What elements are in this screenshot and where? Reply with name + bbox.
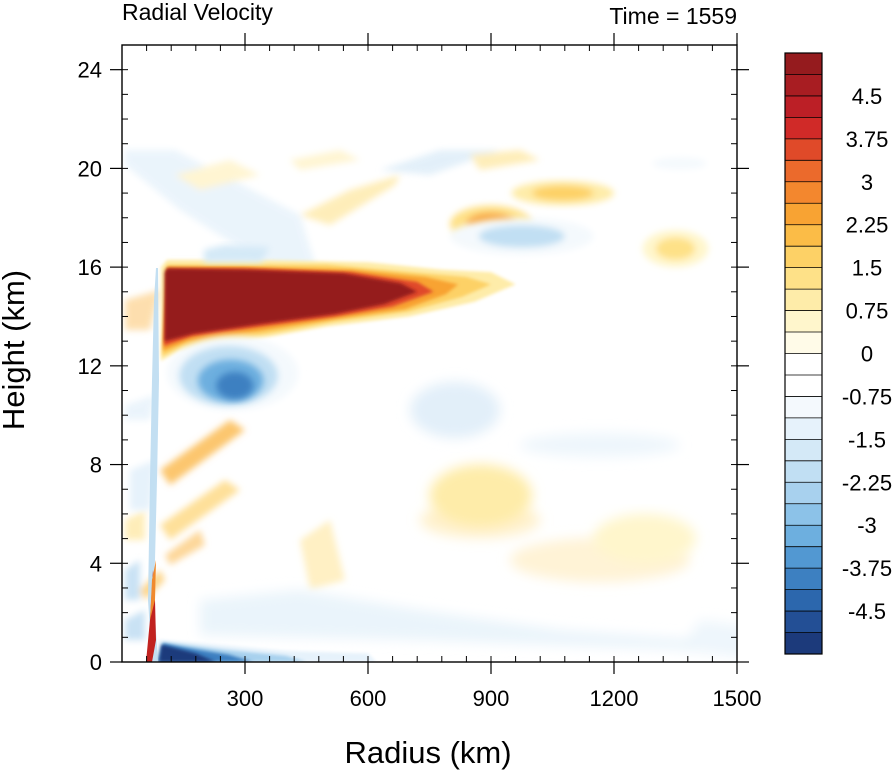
inflow-contour	[216, 372, 254, 400]
colorbar-swatch	[785, 525, 822, 547]
colorbar-swatch	[785, 160, 822, 183]
x-tick-label: 1200	[590, 686, 639, 711]
x-axis: 300 600 900 1200 1500	[146, 33, 762, 711]
colorbar-swatch	[785, 417, 822, 440]
upper-band	[634, 153, 725, 174]
colorbar-label: -0.75	[842, 384, 892, 409]
outflow-contour	[164, 268, 418, 342]
band-core	[655, 237, 696, 260]
colorbar-swatch	[785, 632, 822, 655]
colorbar-label: 0.75	[846, 299, 889, 324]
x-tick-label: 900	[473, 686, 510, 711]
colorbar-label: -2.25	[842, 470, 892, 495]
y-tick-label: 24	[78, 58, 102, 83]
y-axis: 0 4 8 12 16 20 24	[78, 58, 749, 675]
colorbar-label: 3.75	[846, 127, 889, 152]
colorbar-swatch	[785, 246, 822, 268]
colorbar-swatch	[785, 117, 822, 140]
upper-band	[642, 230, 709, 268]
y-tick-label: 16	[78, 255, 102, 280]
colorbar-swatch	[785, 181, 822, 204]
x-tick-label: 300	[227, 686, 264, 711]
colorbar-label: 0	[861, 342, 873, 367]
colorbar-label: -1.5	[848, 427, 886, 452]
colorbar-swatch	[785, 138, 822, 161]
upper-band	[511, 180, 614, 206]
x-tick-label: 1500	[713, 686, 762, 711]
colorbar-swatch	[785, 95, 822, 118]
colorbar-swatch	[785, 74, 822, 97]
colorbar-swatch	[785, 53, 822, 75]
upper-inflow-contour	[204, 244, 270, 263]
colorbar-swatch	[785, 332, 822, 354]
colorbar-swatch	[785, 460, 822, 483]
x-tick-label: 600	[350, 686, 387, 711]
weak-outflow	[429, 464, 532, 527]
upper-band	[450, 217, 594, 255]
colorbar-swatch	[785, 267, 822, 290]
colorbar: 4.5 3.75 3 2.25 1.5 0.75 0 -0.75 -1.5 -2.25 -3 -3.7…	[784, 52, 892, 655]
x-axis-label: Radius (km)	[344, 735, 511, 770]
y-tick-label: 4	[90, 551, 102, 576]
colorbar-label: 3	[861, 170, 873, 195]
colorbar-label: 2.25	[846, 213, 889, 238]
y-tick-label: 20	[78, 156, 102, 181]
colorbar-swatch	[785, 439, 822, 462]
colorbar-swatch	[785, 396, 822, 419]
band-core	[652, 157, 707, 170]
colorbar-swatch	[785, 546, 822, 569]
colorbar-swatch	[785, 611, 822, 633]
chart-title-right: Time = 1559	[609, 3, 737, 29]
colorbar-swatch	[785, 203, 822, 226]
colorbar-swatch	[785, 589, 822, 612]
weak-outflow	[593, 513, 696, 564]
plot-frame	[121, 44, 738, 663]
y-tick-label: 0	[90, 650, 102, 675]
colorbar-swatch	[785, 310, 822, 333]
colorbar-label: -4.5	[848, 599, 886, 624]
colorbar-frame	[784, 52, 823, 655]
colorbar-label: 4.5	[852, 84, 883, 109]
chart-title-left: Radial Velocity	[122, 0, 273, 25]
y-axis-label: Height (km)	[0, 270, 31, 430]
colorbar-swatch	[785, 568, 822, 590]
eyewall	[146, 268, 159, 662]
colorbar-swatch	[785, 353, 822, 376]
colorbar-label: -3	[857, 513, 877, 538]
band-core	[478, 225, 565, 248]
colorbar-swatch	[785, 482, 822, 505]
colorbar-swatch	[785, 224, 822, 247]
colorbar-label: -3.75	[842, 556, 892, 581]
boundary-inflow-contour	[158, 644, 217, 662]
colorbar-label: 1.5	[852, 256, 883, 281]
y-tick-label: 8	[90, 453, 102, 478]
colorbar-swatch	[785, 289, 822, 311]
colorbar-swatch	[785, 374, 822, 397]
colorbar-swatch	[785, 503, 822, 526]
band-core	[532, 185, 594, 201]
heatmap-features	[154, 153, 725, 662]
y-tick-label: 12	[78, 354, 102, 379]
